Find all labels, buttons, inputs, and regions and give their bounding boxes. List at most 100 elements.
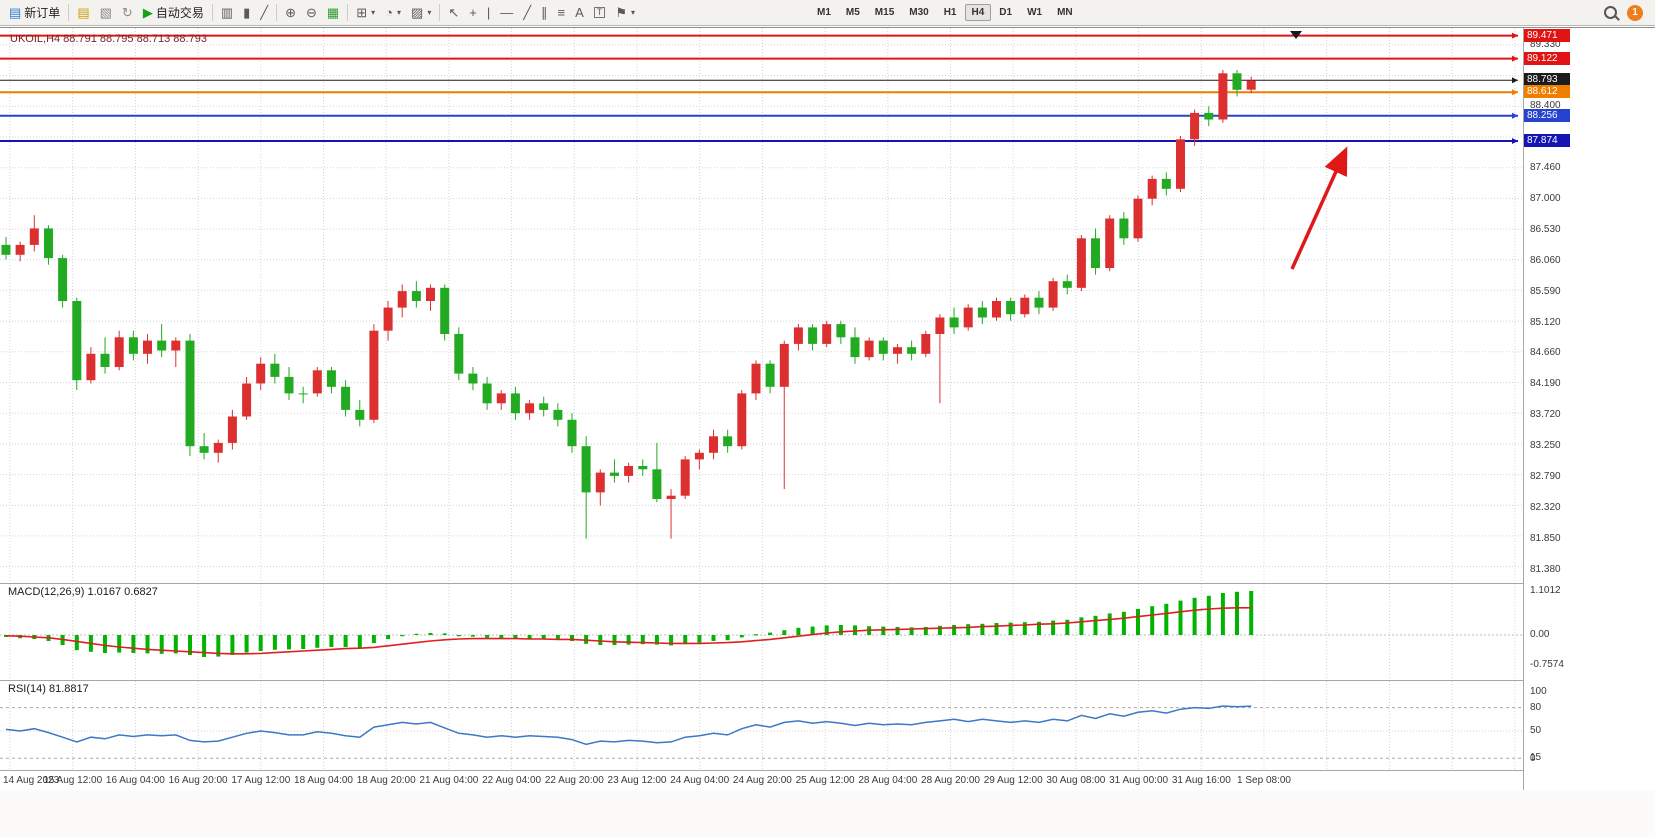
price-pane[interactable] <box>0 28 1523 583</box>
autotrading-button[interactable]: ▶ 自动交易 <box>138 2 209 24</box>
channel-icon-glyph: ∥ <box>541 5 548 20</box>
toolbar-right: 1 <box>1604 4 1651 21</box>
rsi-pane[interactable] <box>0 681 1523 770</box>
price-grid-label: 86.060 <box>1530 254 1561 266</box>
ohlc-header: UKOIL,H4 88.791 88.795 88.713 88.793 <box>10 33 207 45</box>
toolbar-separator <box>347 4 349 21</box>
price-grid-label: 86.530 <box>1530 223 1561 235</box>
price-grid-label: 87.460 <box>1530 162 1561 174</box>
search-icon[interactable] <box>1604 6 1617 19</box>
text-icon[interactable]: A <box>570 2 589 24</box>
pane-separator <box>0 680 1655 681</box>
tile-windows-icon-glyph: ▦ <box>326 5 340 20</box>
timeframe-h1[interactable]: H1 <box>943 7 957 18</box>
time-axis-label: 21 Aug 04:00 <box>419 775 479 786</box>
macd-scale-label: -0.7574 <box>1530 659 1564 671</box>
horizontal-line-icon[interactable]: — <box>495 2 518 24</box>
toolbar: ▤ 新订单 ▤ ▧ ↻ ▶ 自动交易 ▥ ▮ ╱ ⊕ ⊖ ▦ ⊞ ▾ ◔ ▾ ▨ ▾ ↖ + | — ╱ ∥ ≡ A T ⚑ ▾ M1 M5… <box>0 0 1655 26</box>
time-axis-label: 1 Sep 08:00 <box>1237 775 1291 786</box>
line-chart-icon[interactable]: ╱ <box>255 2 273 24</box>
new-order-icon: ▤ <box>9 5 22 20</box>
time-axis-label: 28 Aug 20:00 <box>921 775 980 786</box>
new-chart-icon-glyph: ▤ <box>77 5 90 20</box>
timeframe-w1[interactable]: W1 <box>1027 7 1043 18</box>
new-order-button[interactable]: ▤ 新订单 <box>4 2 65 24</box>
templates-icon[interactable]: ▨ ▾ <box>406 2 436 24</box>
periods-icon-glyph: ◔ <box>385 5 393 20</box>
rsi-scale-label: 15 <box>1530 752 1542 764</box>
price-scale[interactable]: 89.330 88.400 87.460 87.000 86.530 86.060 85.5… <box>1523 28 1655 790</box>
arrows-icon[interactable]: ⚑ ▾ <box>610 2 640 24</box>
toolbar-separator <box>276 4 278 21</box>
crosshair-icon[interactable]: + <box>464 2 482 24</box>
time-axis-label: 31 Aug 16:00 <box>1171 775 1231 786</box>
price-grid-label: 81.850 <box>1530 532 1561 544</box>
candlestick-chart-icon[interactable]: ▮ <box>238 2 255 24</box>
time-axis-label: 24 Aug 04:00 <box>670 775 730 786</box>
vertical-line-icon[interactable]: | <box>482 2 495 24</box>
price-grid-label: 87.000 <box>1530 192 1561 204</box>
price-grid-label: 84.660 <box>1530 347 1561 359</box>
refresh-icon[interactable]: ↻ <box>117 2 138 24</box>
macd-label: MACD(12,26,9) 1.0167 0.6827 <box>8 586 158 598</box>
candlestick-chart-icon-glyph: ▮ <box>243 5 251 20</box>
timeframe-d1[interactable]: D1 <box>999 7 1013 18</box>
periods-icon[interactable]: ◔ ▾ <box>380 2 406 24</box>
timeframe-m5[interactable]: M5 <box>845 7 860 18</box>
time-axis[interactable]: 14 Aug 2023 15 Aug 12:00 16 Aug 04:00 16 Au… <box>0 771 1523 790</box>
indicators-icon-glyph: ⊞ <box>356 5 368 20</box>
chevron-down-icon: ▾ <box>630 8 635 17</box>
timeframe-mn[interactable]: MN <box>1057 7 1073 18</box>
timeframe-m1[interactable]: M1 <box>816 7 831 18</box>
time-axis-label: 30 Aug 08:00 <box>1046 775 1106 786</box>
bar-chart-icon-glyph: ▥ <box>220 5 234 20</box>
price-grid-label: 85.120 <box>1530 316 1561 328</box>
time-axis-label: 18 Aug 20:00 <box>356 775 416 786</box>
chevron-down-icon: ▾ <box>397 8 402 17</box>
notification-badge[interactable]: 1 <box>1627 4 1643 21</box>
indicators-icon[interactable]: ⊞ ▾ <box>351 2 380 24</box>
profiles-icon-glyph: ▧ <box>99 5 112 20</box>
channel-icon[interactable]: ∥ <box>536 2 553 24</box>
bar-chart-icon[interactable]: ▥ <box>216 2 238 24</box>
zoom-in-icon[interactable]: ⊕ <box>280 2 301 24</box>
fibonacci-icon-glyph: ≡ <box>557 5 566 20</box>
price-grid-label: 88.400 <box>1530 100 1561 112</box>
price-grid-label: 81.380 <box>1530 563 1561 575</box>
autotrading-icon: ▶ <box>142 5 153 20</box>
profiles-icon[interactable]: ▧ <box>95 2 117 24</box>
macd-scale-label: 0.00 <box>1530 629 1550 640</box>
price-grid-label: 82.790 <box>1530 470 1561 482</box>
macd-scale-label: 1.1012 <box>1530 584 1561 596</box>
timeframe-m15[interactable]: M15 <box>874 7 895 18</box>
price-grid-label: 89.330 <box>1530 38 1561 50</box>
macd-pane[interactable] <box>0 584 1523 680</box>
arrows-icon-glyph: ⚑ <box>615 5 627 20</box>
zoom-out-icon[interactable]: ⊖ <box>301 2 322 24</box>
fibonacci-icon[interactable]: ≡ <box>553 2 571 24</box>
text-label-icon-glyph: T <box>593 7 606 18</box>
cursor-icon[interactable]: ↖ <box>443 2 464 24</box>
timeframe-m30[interactable]: M30 <box>909 7 929 18</box>
chevron-down-icon: ▾ <box>427 8 432 17</box>
bottom-strip <box>0 790 1655 837</box>
crosshair-icon-glyph: + <box>469 5 477 20</box>
price-line-box: 89.471 <box>1524 28 1570 42</box>
price-grid-label: 85.590 <box>1530 285 1561 297</box>
price-line-box: 88.256 <box>1524 108 1570 122</box>
trendline-icon[interactable]: ╱ <box>518 2 536 24</box>
text-icon-glyph: A <box>575 5 584 20</box>
text-label-icon[interactable]: T <box>589 2 611 24</box>
rsi-scale-label: 50 <box>1530 725 1542 736</box>
chevron-down-icon: ▾ <box>371 8 376 17</box>
price-line-box: 87.874 <box>1524 133 1570 147</box>
new-chart-icon[interactable]: ▤ <box>72 2 94 24</box>
time-axis-label: 15 Aug 12:00 <box>43 775 103 786</box>
vertical-line-icon-glyph: | <box>486 5 491 20</box>
chart-window: UKOIL,H4 88.791 88.795 88.713 88.793 MAC… <box>0 27 1655 837</box>
zoom-in-icon-glyph: ⊕ <box>285 5 297 20</box>
price-line-box: 89.122 <box>1524 51 1570 65</box>
timeframe-h4[interactable]: H4 <box>964 4 992 21</box>
tile-windows-icon[interactable]: ▦ <box>322 2 344 24</box>
trendline-icon-glyph: ╱ <box>523 5 532 20</box>
